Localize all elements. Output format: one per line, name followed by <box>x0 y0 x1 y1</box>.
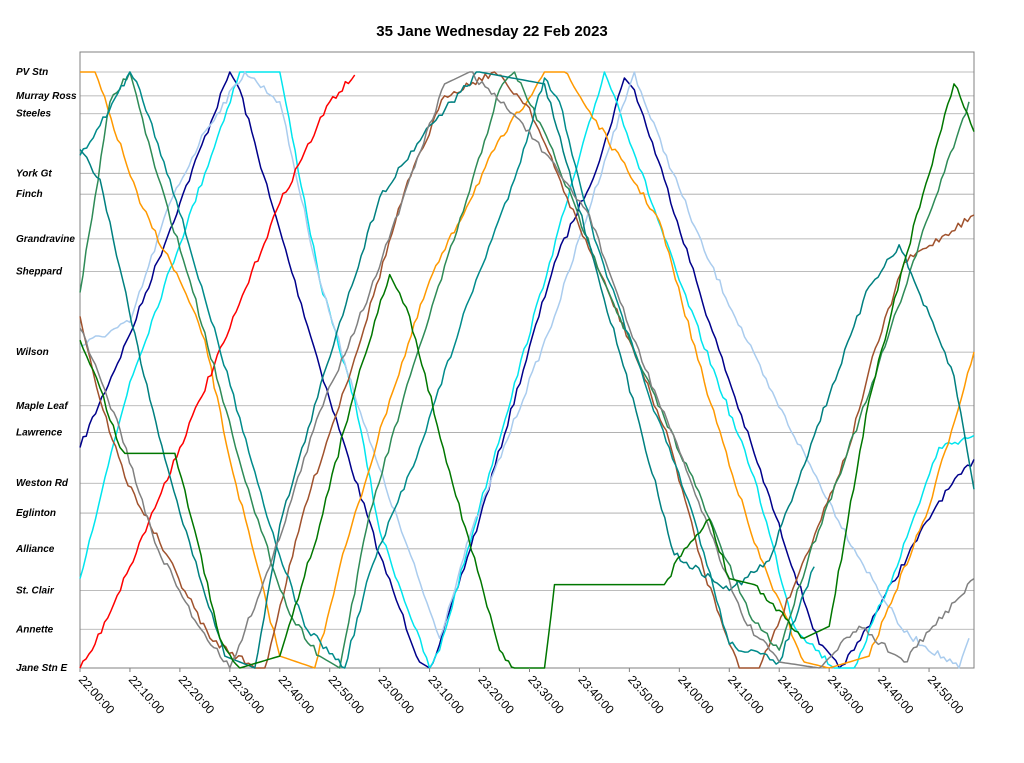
stop-label: Steeles <box>16 109 51 120</box>
x-tick-label: 22:00:00 <box>76 673 118 717</box>
gridlines <box>80 71 974 669</box>
series-line <box>79 71 975 669</box>
x-tick-label: 23:10:00 <box>425 673 467 717</box>
series-lines <box>79 71 975 669</box>
chart-title: 35 Jane Wednesday 22 Feb 2023 <box>376 23 608 40</box>
x-tick-label: 24:30:00 <box>825 673 867 717</box>
x-tick-label: 23:30:00 <box>525 673 567 717</box>
x-tick-label: 24:20:00 <box>775 673 817 717</box>
stop-label: Maple Leaf <box>16 401 69 412</box>
stop-label: Grandravine <box>16 234 75 245</box>
stop-label: St. Clair <box>16 586 55 597</box>
series-line <box>79 71 815 669</box>
x-tick-label: 23:20:00 <box>475 673 517 717</box>
x-tick-label: 22:30:00 <box>226 673 268 717</box>
x-tick-label: 24:00:00 <box>675 673 717 717</box>
stop-label: Wilson <box>16 347 49 358</box>
series-line <box>79 71 970 669</box>
stop-label: Sheppard <box>16 267 63 278</box>
series-line <box>79 74 356 669</box>
stop-label: Alliance <box>15 544 55 555</box>
x-tick-label: 24:40:00 <box>875 673 917 717</box>
x-tick-label: 22:20:00 <box>176 673 218 717</box>
series-line <box>79 71 975 669</box>
series-line <box>79 83 975 669</box>
x-tick-label: 24:10:00 <box>725 673 767 717</box>
stop-label: Annette <box>15 624 54 635</box>
x-tick-label: 24:50:00 <box>925 673 967 717</box>
stop-labels: PV Stn Murray Ross Steeles York Gt Finch Gran… <box>15 67 77 674</box>
series-line <box>79 71 975 669</box>
x-tick-label: 22:10:00 <box>126 673 168 717</box>
x-tick-labels: 22:00:00 22:10:00 22:20:00 22:30:00 22:40:00… <box>76 668 967 717</box>
x-tick-label: 22:50:00 <box>325 673 367 717</box>
x-tick-label: 23:40:00 <box>575 673 617 717</box>
stop-label: Lawrence <box>16 428 63 439</box>
x-tick-label: 22:40:00 <box>276 673 318 717</box>
stop-label: Finch <box>16 189 43 200</box>
stop-label: Murray Ross <box>16 91 77 102</box>
series-line <box>80 71 975 669</box>
x-tick-label: 23:00:00 <box>375 673 417 717</box>
series-line <box>79 71 975 669</box>
stop-label: Weston Rd <box>16 478 69 489</box>
stop-label: York Gt <box>16 168 52 179</box>
x-tick-label: 23:50:00 <box>625 673 667 717</box>
series-line <box>79 71 975 669</box>
series-line <box>79 71 970 669</box>
stop-label: Eglinton <box>16 508 56 519</box>
stop-label: PV Stn <box>16 67 48 78</box>
stop-label: Jane Stn E <box>16 663 67 674</box>
